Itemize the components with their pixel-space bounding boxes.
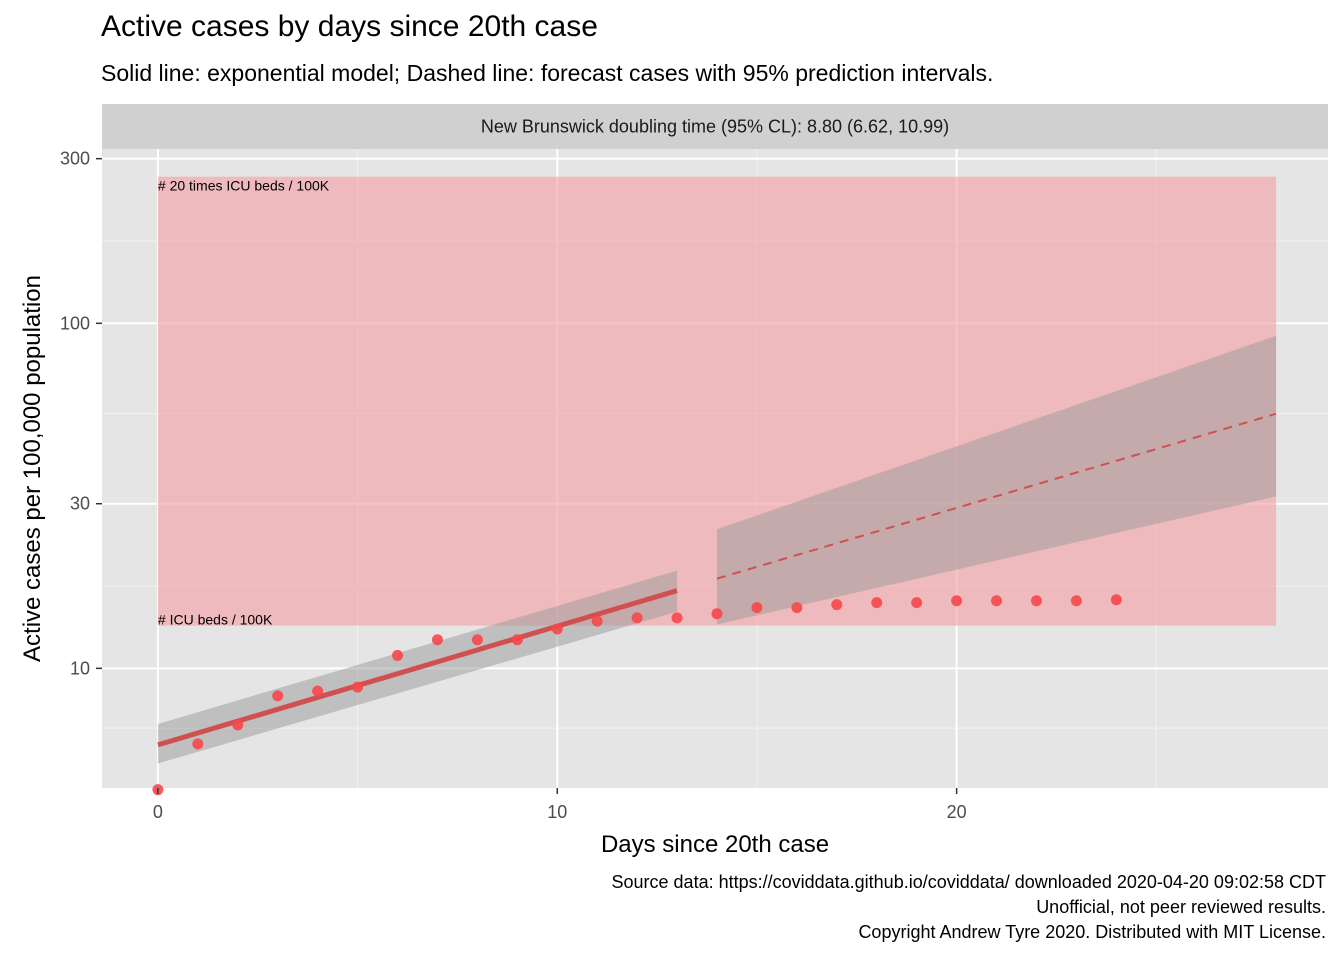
data-point	[591, 615, 603, 627]
y-tick-label: 100	[60, 313, 90, 333]
data-point	[871, 597, 883, 609]
y-tick-label: 300	[60, 149, 90, 169]
facet-strip-label: New Brunswick doubling time (95% CL): 8.…	[481, 117, 949, 137]
x-tick-label: 0	[153, 802, 163, 822]
caption-disclaimer: Unofficial, not peer reviewed results.	[1036, 897, 1326, 917]
data-point	[1030, 595, 1042, 607]
chart-subtitle: Solid line: exponential model; Dashed li…	[101, 60, 994, 86]
data-point	[392, 649, 404, 661]
icu-band-upper-label: # 20 times ICU beds / 100K	[158, 178, 330, 194]
chart-title: Active cases by days since 20th case	[101, 10, 598, 43]
data-point	[551, 623, 563, 635]
data-point	[671, 612, 683, 624]
data-point	[751, 602, 763, 614]
data-point	[511, 634, 523, 646]
data-point	[431, 634, 443, 646]
fit-line	[157, 588, 678, 748]
x-axis-title: Days since 20th case	[601, 831, 829, 858]
y-tick-label: 10	[70, 658, 90, 678]
facet-strip	[102, 104, 1328, 149]
data-point	[272, 690, 284, 702]
icu-band-lower-label: # ICU beds / 100K	[158, 612, 273, 628]
y-axis-title: Active cases per 100,000 population	[19, 275, 46, 662]
data-point	[991, 595, 1003, 607]
data-point	[232, 719, 244, 731]
data-point	[1070, 595, 1082, 607]
data-point	[631, 612, 643, 624]
data-point	[951, 595, 963, 607]
data-point	[1110, 594, 1122, 606]
data-point	[911, 597, 923, 609]
y-tick-label: 30	[70, 494, 90, 514]
data-point	[791, 602, 803, 614]
data-point	[471, 634, 483, 646]
caption-copyright: Copyright Andrew Tyre 2020. Distributed …	[858, 922, 1326, 942]
data-point	[312, 685, 324, 697]
data-point	[352, 681, 364, 693]
x-tick-label: 20	[947, 802, 967, 822]
data-point	[192, 738, 204, 750]
data-point	[711, 608, 723, 620]
data-point	[831, 599, 843, 611]
forecast-prediction-ribbon	[716, 335, 1277, 625]
caption-source: Source data: https://coviddata.github.io…	[611, 872, 1326, 892]
x-tick-label: 10	[547, 802, 567, 822]
forecast-line	[716, 412, 1277, 580]
